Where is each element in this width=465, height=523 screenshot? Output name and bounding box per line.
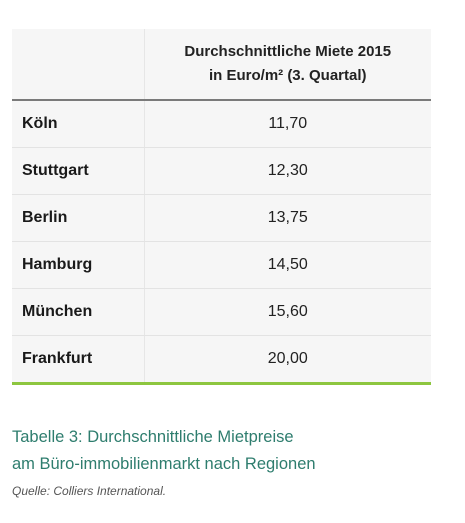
- rent-value-cell: 12,30: [144, 147, 431, 195]
- rent-table: Durchschnittliche Miete 2015 in Euro/m² …: [12, 29, 431, 385]
- table-row: Hamburg 14,50: [12, 241, 431, 289]
- table-row: Berlin 13,75: [12, 194, 431, 242]
- city-cell: Frankfurt: [12, 335, 145, 385]
- header-rent-column: Durchschnittliche Miete 2015 in Euro/m² …: [144, 29, 431, 101]
- source-note: Quelle: Colliers International.: [12, 484, 167, 498]
- table-header-row: Durchschnittliche Miete 2015 in Euro/m² …: [12, 29, 431, 101]
- city-cell: München: [12, 288, 145, 336]
- city-cell: Köln: [12, 100, 145, 148]
- rent-value-cell: 14,50: [144, 241, 431, 289]
- table-row: München 15,60: [12, 288, 431, 336]
- header-rent-line1: Durchschnittliche Miete 2015: [184, 43, 392, 60]
- rent-value-cell: 20,00: [144, 335, 431, 385]
- rent-value-cell: 13,75: [144, 194, 431, 242]
- city-cell: Hamburg: [12, 241, 145, 289]
- table-caption: Tabelle 3: Durchschnittliche Mietpreise …: [12, 424, 452, 478]
- table-row: Köln 11,70: [12, 100, 431, 148]
- header-rent-line2: in Euro/m² (3. Quartal): [208, 67, 367, 84]
- city-cell: Stuttgart: [12, 147, 145, 195]
- caption-line2: am Büro-immobilienmarkt nach Regionen: [12, 455, 316, 473]
- city-cell: Berlin: [12, 194, 145, 242]
- rent-value-cell: 15,60: [144, 288, 431, 336]
- caption-line1: Tabelle 3: Durchschnittliche Mietpreise: [12, 428, 294, 446]
- rent-table-container: Durchschnittliche Miete 2015 in Euro/m² …: [12, 29, 431, 385]
- rent-value-cell: 11,70: [144, 100, 431, 148]
- table-row: Frankfurt 20,00: [12, 335, 431, 385]
- table-row: Stuttgart 12,30: [12, 147, 431, 195]
- header-empty-cell: [12, 29, 145, 101]
